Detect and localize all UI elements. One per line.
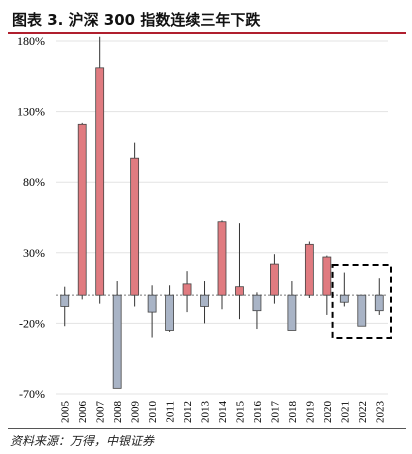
highlight-box xyxy=(331,264,392,339)
bar-2010 xyxy=(147,294,157,313)
chart-title: 图表 3. 沪深 300 指数连续三年下跌 xyxy=(12,11,261,29)
bar-2005 xyxy=(60,294,70,307)
bar-2015 xyxy=(235,286,244,296)
x-tick-label-2013: 2013 xyxy=(200,401,212,424)
bar-2011 xyxy=(165,294,174,331)
source-note: 资料来源：万得，中银证券 xyxy=(10,434,155,448)
x-tick-label-2009: 2009 xyxy=(130,401,142,424)
bottom-divider xyxy=(8,428,406,429)
y-tick-label: 30% xyxy=(23,246,45,260)
x-tick-label-2014: 2014 xyxy=(217,401,229,424)
bar-2023 xyxy=(374,294,384,312)
bar-2006 xyxy=(77,123,87,296)
bar-2014 xyxy=(217,221,227,296)
x-tick-label-2006: 2006 xyxy=(77,401,89,424)
x-tick-label-2022: 2022 xyxy=(357,401,369,423)
y-tick-label: -20% xyxy=(19,316,45,330)
x-tick-label-2012: 2012 xyxy=(182,401,194,423)
title-bar: 图表 3. 沪深 300 指数连续三年下跌 xyxy=(8,6,406,34)
y-tick-label: 180% xyxy=(17,34,45,48)
bar-2021 xyxy=(339,294,349,303)
bar-2007 xyxy=(95,67,105,296)
bar-2012 xyxy=(182,283,192,296)
bar-2022 xyxy=(357,294,367,327)
y-tick-label: 80% xyxy=(23,175,45,189)
x-tick-label-2021: 2021 xyxy=(339,401,351,423)
x-tick-label-2010: 2010 xyxy=(147,401,159,424)
y-tick-label: -70% xyxy=(19,387,45,401)
bar-2016 xyxy=(252,294,262,312)
bar-2020 xyxy=(322,256,332,296)
x-tick-label-2018: 2018 xyxy=(287,401,299,424)
x-tick-label-2008: 2008 xyxy=(112,401,124,424)
x-tick-label-2017: 2017 xyxy=(269,401,281,424)
candlestick-chart: 180% 130% 80% 30% -20% -70% 2005 2006 2007 2008 20… xyxy=(17,34,392,424)
y-tick-label: 130% xyxy=(17,105,45,119)
bar-2013 xyxy=(200,294,209,307)
x-tick-label-2020: 2020 xyxy=(322,401,334,424)
bar-2008 xyxy=(112,294,122,389)
x-tick-label-2015: 2015 xyxy=(234,401,246,424)
x-tick-label-2011: 2011 xyxy=(165,401,177,423)
x-tick-label-2023: 2023 xyxy=(374,401,386,424)
x-tick-label-2007: 2007 xyxy=(95,401,107,424)
bar-2019 xyxy=(304,243,314,296)
x-tick-label-2019: 2019 xyxy=(304,401,316,424)
bar-2018 xyxy=(287,294,297,331)
bar-2017 xyxy=(270,263,279,296)
x-tick-label-2016: 2016 xyxy=(252,401,264,424)
bar-2009 xyxy=(130,157,140,296)
x-tick-label-2005: 2005 xyxy=(60,401,72,424)
